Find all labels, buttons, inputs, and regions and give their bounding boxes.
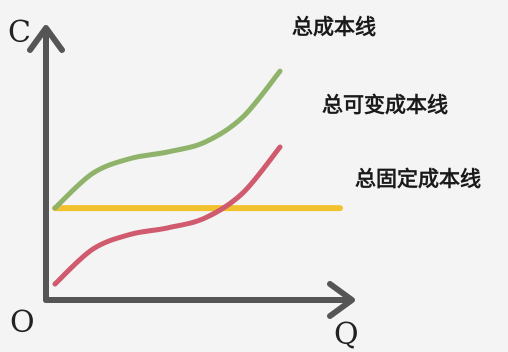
- total-cost-label: 总成本线: [292, 15, 376, 39]
- x-axis-letter: Q: [334, 317, 359, 352]
- total-fixed-cost-label: 总固定成本线: [355, 167, 481, 191]
- total-variable-cost-label: 总可变成本线: [322, 93, 448, 117]
- y-axis-arrowhead: [27, 25, 65, 53]
- total-variable-cost-curve: [52, 144, 283, 287]
- y-axis-letter: C: [8, 15, 31, 50]
- series-layer: [52, 68, 343, 287]
- axes: [27, 25, 355, 319]
- origin-label: O: [10, 305, 35, 340]
- total-cost-curve: [52, 68, 283, 211]
- x-axis-arrowhead: [327, 281, 355, 319]
